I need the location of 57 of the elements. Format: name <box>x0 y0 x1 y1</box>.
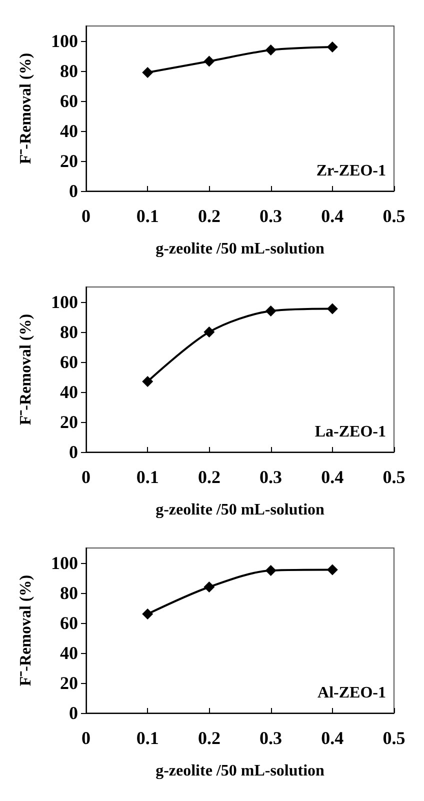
y-tick-label: 80 <box>60 583 78 603</box>
point <box>142 376 154 387</box>
point <box>142 67 154 78</box>
point <box>326 564 338 576</box>
y-axis-title: F⁻-Removal (%) <box>18 52 34 164</box>
x-axis-title: g-zeolite /50 mL-solution <box>156 762 325 780</box>
point <box>265 565 276 576</box>
annotation: La-ZEO-1 <box>314 424 386 440</box>
x-tick-label: 0.3 <box>260 206 282 226</box>
y-axis-title: F⁻-Removal (%) <box>18 314 34 426</box>
y-tick-label: 60 <box>60 352 78 372</box>
point <box>326 42 338 52</box>
point <box>265 306 276 316</box>
y-tick-label: 40 <box>60 121 78 141</box>
x-tick-label: 0.4 <box>321 206 344 226</box>
x-tick-label: 0.4 <box>321 728 344 748</box>
x-axis-title: g-zeolite /50 mL-solution <box>156 240 325 258</box>
x-tick-label: 0 <box>82 728 90 748</box>
y-tick-label: 100 <box>51 31 78 51</box>
y-tick-label: 80 <box>60 322 78 342</box>
annotation: Zr-ZEO-1 <box>316 162 386 180</box>
x-axis-title: g-zeolite /50 mL-solution <box>156 502 325 518</box>
y-tick-label: 0 <box>69 442 78 462</box>
y-tick-label: 0 <box>69 181 78 201</box>
y-tick-label: 40 <box>60 643 78 663</box>
x-tick-label: 0.4 <box>321 467 344 487</box>
x-tick-label: 0.5 <box>382 467 406 487</box>
x-tick-label: 0.1 <box>136 728 159 748</box>
x-tick-label: 0.2 <box>198 467 220 487</box>
x-tick-label: 0.2 <box>198 728 220 748</box>
point <box>204 56 215 67</box>
y-tick-label: 40 <box>60 382 78 402</box>
x-tick-label: 0.1 <box>136 206 159 226</box>
point <box>265 44 276 56</box>
point <box>142 608 154 620</box>
y-tick-label: 80 <box>60 61 78 81</box>
x-tick-label: 0.3 <box>260 467 282 487</box>
x-tick-label: 0.5 <box>382 728 406 748</box>
y-tick-label: 100 <box>51 553 78 573</box>
point <box>204 582 215 592</box>
y-tick-label: 0 <box>69 703 78 723</box>
y-tick-label: 20 <box>60 151 78 171</box>
y-tick-label: 20 <box>60 412 78 432</box>
y-tick-label: 60 <box>60 613 78 633</box>
annotation: Al-ZEO-1 <box>318 684 386 702</box>
x-tick-label: 0.3 <box>260 728 282 748</box>
x-tick-label: 0 <box>82 467 90 487</box>
y-axis-title: F⁻-Removal (%) <box>18 574 34 686</box>
point <box>204 326 215 338</box>
y-tick-label: 100 <box>51 292 78 312</box>
point <box>326 303 338 314</box>
y-tick-label: 60 <box>60 91 78 111</box>
y-tick-label: 20 <box>60 673 78 693</box>
x-tick-label: 0.2 <box>198 206 220 226</box>
x-tick-label: 0.5 <box>382 206 406 226</box>
x-tick-label: 0.1 <box>136 467 159 487</box>
x-tick-label: 0 <box>82 206 90 226</box>
